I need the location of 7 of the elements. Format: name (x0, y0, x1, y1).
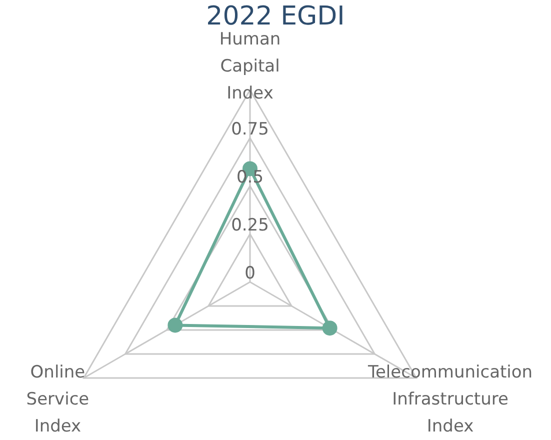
y-tick-label: 0 (244, 263, 256, 284)
spoke-label: Telecommunication Infrastructure Index (366, 362, 533, 436)
y-tick-label: 0.25 (231, 215, 269, 236)
spoke-label: Online Service Index (26, 362, 90, 436)
y-tick-label: 0.75 (231, 119, 269, 140)
chart-title: 2022 EGDI (206, 1, 345, 32)
spoke-label: Human Capital Index (219, 29, 281, 104)
